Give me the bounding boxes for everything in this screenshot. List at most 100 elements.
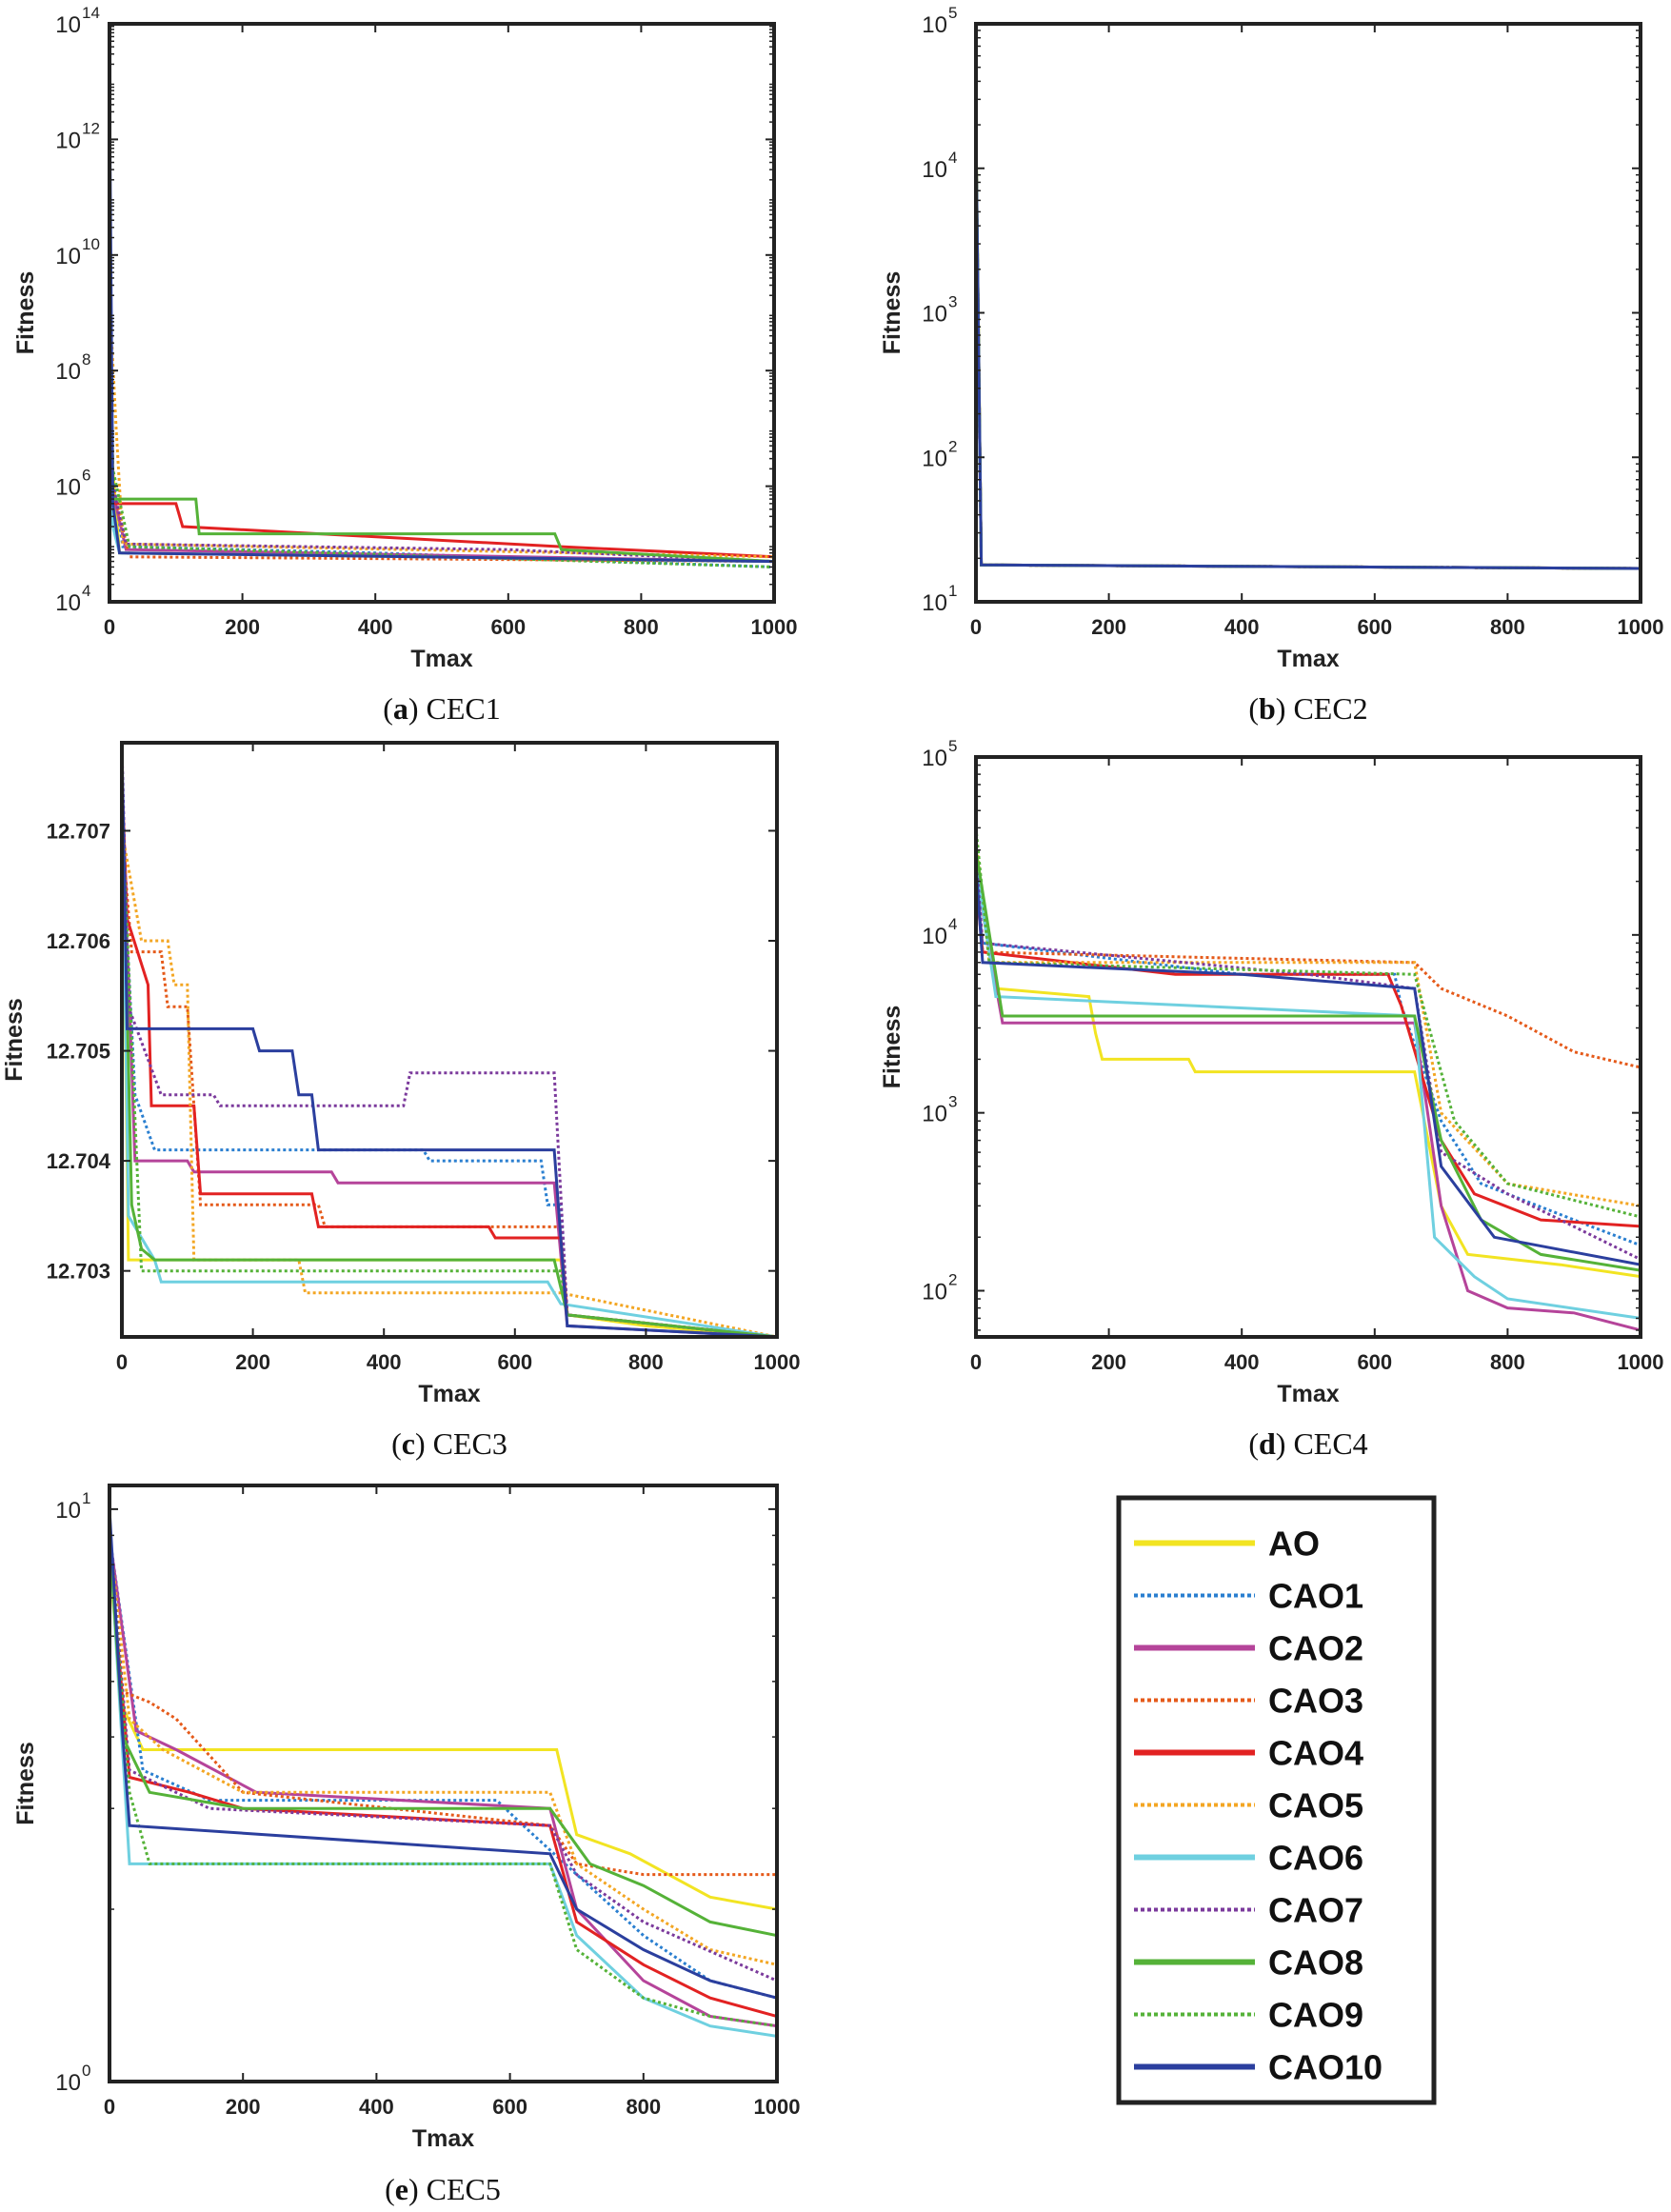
y-tick-exponent: 0 xyxy=(82,2062,90,2080)
x-axis-label: Tmax xyxy=(410,646,472,672)
x-tick-label: 800 xyxy=(1490,1350,1525,1374)
y-tick-exponent: 8 xyxy=(82,350,90,369)
legend-label-cao9: CAO9 xyxy=(1268,1996,1363,2035)
x-tick-label: 200 xyxy=(235,1350,270,1374)
y-tick-label: 10 xyxy=(55,128,81,153)
y-tick-exponent: 1 xyxy=(948,582,957,600)
plot-frame xyxy=(108,1484,779,2083)
series-line-cao6 xyxy=(976,864,1641,1320)
series-group xyxy=(976,827,1641,1332)
legend-label-cao2: CAO2 xyxy=(1268,1629,1363,1668)
series-line-cao6 xyxy=(109,1535,777,2038)
x-tick-label: 1000 xyxy=(754,1350,801,1374)
chart-caption: (e) CEC5 xyxy=(385,2172,501,2206)
y-axis-label: Fitness xyxy=(879,1006,905,1089)
series-line-cao2 xyxy=(976,873,1641,1332)
y-tick-label: 10 xyxy=(922,924,947,949)
plot-area xyxy=(109,1485,777,2082)
x-tick-label: 0 xyxy=(116,1350,128,1374)
x-tick-label: 400 xyxy=(359,2095,394,2119)
legend-label-cao4: CAO4 xyxy=(1268,1734,1363,1773)
y-tick-label: 12.703 xyxy=(47,1260,110,1284)
series-line-cao1 xyxy=(109,1535,777,2000)
chart-caption: (a) CEC1 xyxy=(383,691,501,726)
series-line-cao6 xyxy=(122,775,777,1337)
legend: AO CAO1 CAO2 CAO3 CAO4 CAO5 CAO6 CAO7 CAO8 CAO9 CA… xyxy=(1116,1495,1437,2105)
legend-label-cao6: CAO6 xyxy=(1268,1839,1363,1878)
y-tick-label: 10 xyxy=(922,157,947,183)
x-tick-label: 1000 xyxy=(1618,615,1664,639)
x-tick-label: 1000 xyxy=(754,2095,801,2119)
series-line-cao9 xyxy=(122,808,777,1337)
chart-caption: (d) CEC4 xyxy=(1248,1426,1367,1461)
y-tick-exponent: 2 xyxy=(948,1270,957,1288)
y-tick-exponent: 14 xyxy=(82,4,100,22)
x-tick-label: 800 xyxy=(624,615,659,639)
series-line-cao10 xyxy=(976,864,1641,1266)
plot-frame xyxy=(108,22,776,604)
series-line-cao1 xyxy=(122,830,777,1337)
chart-c: 0 200 400 600 800 1000 12.703 12.704 12.705 12.70… xyxy=(1,741,801,1461)
y-tick-exponent: 4 xyxy=(948,915,957,933)
x-tick-label: 0 xyxy=(104,615,115,639)
legend-label-cao7: CAO7 xyxy=(1268,1891,1363,1930)
series-line-cao7 xyxy=(109,1535,777,1983)
y-tick-exponent: 5 xyxy=(948,737,957,755)
series-group xyxy=(122,743,777,1337)
y-tick-label: 10 xyxy=(922,446,947,471)
x-tick-label: 800 xyxy=(628,1350,664,1374)
chart-caption: (b) CEC2 xyxy=(1248,691,1367,726)
plot-area xyxy=(109,24,774,602)
y-tick-label: 10 xyxy=(55,244,81,269)
x-tick-label: 200 xyxy=(1091,615,1126,639)
plot-frame xyxy=(120,741,779,1339)
x-tick-label: 600 xyxy=(1357,615,1392,639)
series-line-ao xyxy=(976,864,1641,1279)
x-tick-label: 600 xyxy=(497,1350,532,1374)
series-group xyxy=(109,1508,777,2038)
x-tick-label: 600 xyxy=(490,615,526,639)
x-tick-label: 400 xyxy=(1224,615,1260,639)
y-tick-exponent: 3 xyxy=(948,293,957,311)
y-tick-label: 10 xyxy=(55,475,81,501)
y-tick-exponent: 6 xyxy=(82,467,90,485)
series-line-cao3 xyxy=(976,849,1641,1069)
x-tick-label: 0 xyxy=(970,1350,982,1374)
y-tick-exponent: 5 xyxy=(948,4,957,22)
series-line-cao10 xyxy=(109,1508,777,2000)
y-tick-exponent: 12 xyxy=(82,119,100,137)
x-axis-label: Tmax xyxy=(1277,646,1339,672)
y-tick-label: 12.706 xyxy=(47,929,110,953)
y-tick-label: 10 xyxy=(922,590,947,616)
y-tick-label: 10 xyxy=(55,359,81,385)
y-tick-exponent: 4 xyxy=(82,582,90,600)
y-tick-label: 10 xyxy=(55,12,81,38)
legend-label-cao8: CAO8 xyxy=(1268,1943,1363,1983)
y-tick-label: 10 xyxy=(55,2070,81,2096)
legend-label-cao10: CAO10 xyxy=(1268,2048,1383,2087)
plot-area xyxy=(976,24,1641,602)
x-axis-label: Tmax xyxy=(1277,1381,1339,1407)
legend-label-ao: AO xyxy=(1268,1524,1320,1564)
y-tick-label: 10 xyxy=(922,302,947,328)
series-line-cao5 xyxy=(109,295,774,559)
series-line-ao xyxy=(109,1564,777,1911)
plot-area xyxy=(122,743,777,1337)
plot-frame xyxy=(974,755,1642,1339)
y-tick-label: 10 xyxy=(922,12,947,38)
y-tick-label: 10 xyxy=(922,1102,947,1127)
series-line-cao5 xyxy=(109,1535,777,1966)
y-axis-label: Fitness xyxy=(12,1742,39,1825)
x-tick-label: 800 xyxy=(1490,615,1525,639)
y-tick-label: 10 xyxy=(55,590,81,616)
legend-label-cao1: CAO1 xyxy=(1268,1577,1363,1616)
series-line-cao10 xyxy=(122,743,777,1337)
series-line-cao1 xyxy=(109,272,774,568)
x-tick-label: 1000 xyxy=(1618,1350,1664,1374)
y-axis-label: Fitness xyxy=(12,271,39,355)
legend-label-cao5: CAO5 xyxy=(1268,1786,1363,1825)
x-tick-label: 200 xyxy=(225,615,260,639)
